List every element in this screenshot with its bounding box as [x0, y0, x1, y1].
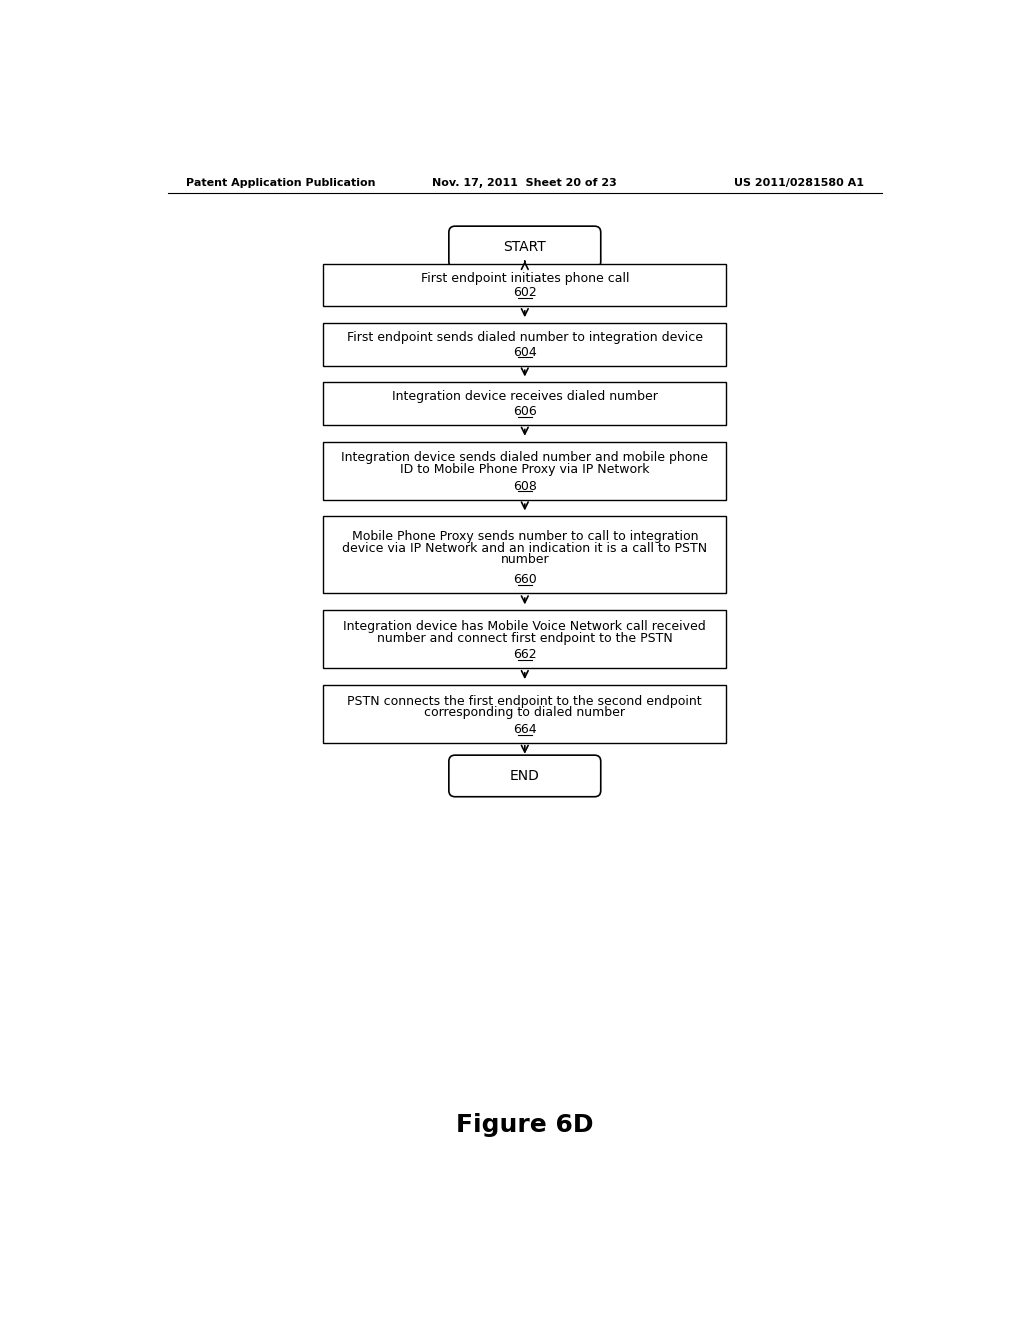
FancyBboxPatch shape	[324, 685, 726, 743]
FancyBboxPatch shape	[324, 516, 726, 594]
Text: PSTN connects the first endpoint to the second endpoint: PSTN connects the first endpoint to the …	[347, 694, 702, 708]
Text: US 2011/0281580 A1: US 2011/0281580 A1	[734, 178, 864, 187]
Text: 608: 608	[513, 479, 537, 492]
Text: 662: 662	[513, 648, 537, 661]
Text: Nov. 17, 2011  Sheet 20 of 23: Nov. 17, 2011 Sheet 20 of 23	[432, 178, 617, 187]
Text: Mobile Phone Proxy sends number to call to integration: Mobile Phone Proxy sends number to call …	[351, 529, 698, 543]
FancyBboxPatch shape	[324, 383, 726, 425]
Text: number: number	[501, 553, 549, 566]
Text: Figure 6D: Figure 6D	[456, 1113, 594, 1137]
Text: 664: 664	[513, 723, 537, 735]
Text: device via IP Network and an indication it is a call to PSTN: device via IP Network and an indication …	[342, 541, 708, 554]
FancyBboxPatch shape	[449, 755, 601, 797]
Text: Integration device sends dialed number and mobile phone: Integration device sends dialed number a…	[341, 451, 709, 465]
Text: 606: 606	[513, 405, 537, 418]
Text: 604: 604	[513, 346, 537, 359]
FancyBboxPatch shape	[324, 610, 726, 668]
Text: First endpoint sends dialed number to integration device: First endpoint sends dialed number to in…	[347, 331, 702, 345]
Text: Integration device receives dialed number: Integration device receives dialed numbe…	[392, 391, 657, 403]
Text: END: END	[510, 770, 540, 783]
FancyBboxPatch shape	[449, 226, 601, 268]
FancyBboxPatch shape	[324, 323, 726, 366]
Text: 660: 660	[513, 573, 537, 586]
Text: corresponding to dialed number: corresponding to dialed number	[424, 706, 626, 719]
Text: START: START	[504, 240, 546, 253]
Text: ID to Mobile Phone Proxy via IP Network: ID to Mobile Phone Proxy via IP Network	[400, 463, 649, 477]
Text: Integration device has Mobile Voice Network call received: Integration device has Mobile Voice Netw…	[343, 620, 707, 632]
FancyBboxPatch shape	[324, 442, 726, 499]
Text: number and connect first endpoint to the PSTN: number and connect first endpoint to the…	[377, 632, 673, 644]
Text: 602: 602	[513, 286, 537, 300]
Text: First endpoint initiates phone call: First endpoint initiates phone call	[421, 272, 629, 285]
Text: Patent Application Publication: Patent Application Publication	[186, 178, 376, 187]
FancyBboxPatch shape	[324, 264, 726, 306]
